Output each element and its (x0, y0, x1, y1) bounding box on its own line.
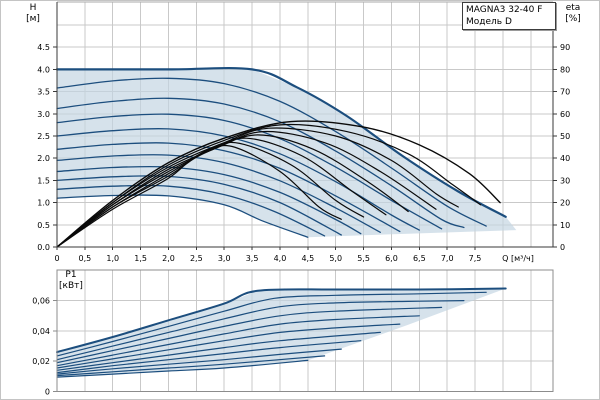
eta-tick-label: 20 (560, 199, 570, 208)
pump-curve-2 (56, 77, 487, 227)
power-curve-5 (56, 315, 420, 367)
q-tick-label: 0 (54, 254, 59, 263)
eta-curve-1 (56, 120, 501, 248)
h-tick-label: 4.5 (37, 43, 50, 52)
pump-curve-6 (56, 142, 401, 233)
p1-tick-label: 0 (45, 388, 50, 397)
q-tick-label: 7,0 (441, 254, 454, 263)
power-curve-4 (56, 306, 443, 364)
power-curve-3 (56, 300, 465, 361)
h-tick-label: 4.0 (37, 65, 50, 74)
eta-axis-symbol: eta (565, 3, 581, 13)
q-tick-label: 7,5 (469, 254, 482, 263)
eta-axis-unit: [%] (565, 14, 581, 24)
pump-curve-min (56, 194, 309, 238)
p1-tick-label: 0,04 (32, 327, 50, 336)
h-tick-label: 3.0 (37, 110, 50, 119)
q-tick-label: 3,5 (246, 254, 259, 263)
h-tick-label: 0.5 (37, 221, 50, 230)
pump-curve-10 (56, 184, 326, 237)
h-axis-unit: [м] (26, 14, 40, 24)
eta-tick-label: 60 (560, 110, 570, 119)
power-curve-max (56, 287, 507, 354)
eta-tick-label: 70 (560, 88, 570, 97)
p1-axis-title: P1 [кВт] (50, 270, 92, 292)
pump-curve-7 (56, 154, 381, 233)
power-curve-min (56, 359, 309, 378)
q-tick-label: 4,5 (301, 254, 314, 263)
p1-tick-label: 0,02 (32, 357, 50, 366)
power-curve-9 (56, 348, 342, 375)
eta-tick-label: 30 (560, 176, 570, 185)
power-curve-2 (56, 291, 487, 357)
q-tick-label: 0,5 (79, 254, 92, 263)
eta-curve-8 (56, 144, 342, 248)
q-tick-label: 1,0 (106, 254, 119, 263)
q-tick-label: 2,0 (162, 254, 175, 263)
pump-curve-max (55, 66, 507, 218)
q-tick-label: 2,5 (190, 254, 203, 263)
q-tick-label: 6,0 (385, 254, 398, 263)
axis-tick-labels: 0 0,5 1,0 1,5 2,0 2,5 3,0 3,5 4,0 4,5 5,0 5,5 6,0 6,5… (32, 43, 570, 396)
axis-ticks (53, 46, 557, 392)
eta-axis-title: eta [%] (556, 3, 590, 25)
pump-model-box: MAGNA3 32-40 F Модель D (462, 2, 556, 30)
eta-tick-label: 40 (560, 154, 570, 163)
power-curve-6 (56, 323, 401, 369)
h-tick-label: 1.0 (37, 199, 50, 208)
h-tick-label: 2.0 (37, 154, 50, 163)
p1-tick-label: 0,06 (32, 297, 50, 306)
h-tick-label: 2.5 (37, 132, 50, 141)
eta-tick-label: 50 (560, 132, 570, 141)
eta-curve-3 (56, 127, 459, 248)
q-tick-label: 5,0 (329, 254, 342, 263)
q-axis-unit-label: Q [м³/ч] (502, 254, 534, 263)
power-curve-10 (56, 355, 326, 377)
q-tick-label: 3,0 (218, 254, 231, 263)
operating-envelope (57, 69, 517, 238)
pump-curve-5 (56, 127, 420, 231)
power-curve-8 (56, 340, 362, 374)
efficiency-curves (56, 120, 501, 248)
power-curves (56, 287, 507, 378)
h-tick-label: 0.0 (37, 243, 50, 252)
eta-tick-label: 90 (560, 43, 570, 52)
h-axis-title: H [м] (18, 3, 48, 25)
p1-axis-symbol: P1 (65, 270, 77, 280)
power-curve-7 (56, 331, 381, 371)
eta-tick-label: 10 (560, 221, 570, 230)
pump-model-name: MAGNA3 32-40 F (466, 5, 543, 15)
q-tick-label: 6,5 (413, 254, 426, 263)
h-axis-symbol: H (29, 3, 37, 13)
eta-tick-label: 0 (560, 243, 565, 252)
p1-axis-unit: [кВт] (59, 281, 83, 291)
q-tick-label: 1,5 (134, 254, 147, 263)
eta-curve-5 (56, 134, 409, 248)
q-tick-label: 4,0 (274, 254, 287, 263)
pump-curve-3 (56, 97, 465, 229)
pump-curve-9 (56, 175, 342, 236)
eta-tick-label: 80 (560, 65, 570, 74)
pump-curves (55, 66, 507, 238)
q-tick-label: 5,5 (357, 254, 370, 263)
pump-curve-8 (56, 165, 362, 235)
h-tick-label: 3.5 (37, 88, 50, 97)
h-tick-label: 1.5 (37, 176, 50, 185)
pump-model-variant: Модель D (466, 17, 512, 27)
